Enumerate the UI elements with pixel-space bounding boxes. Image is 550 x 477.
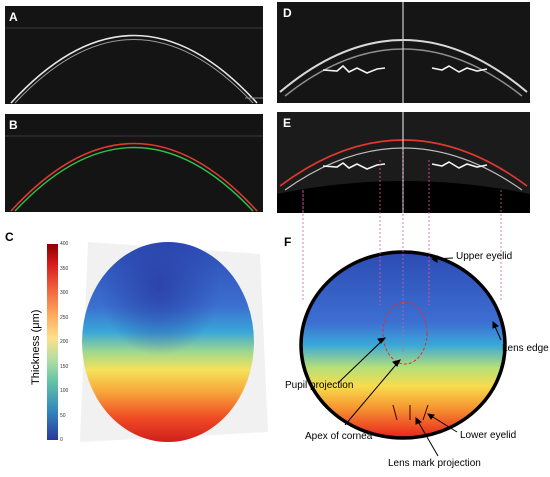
annotation-lens-mark-projection: Lens mark projection (388, 458, 481, 469)
thickness-map-c (80, 242, 268, 442)
oct-panel-e: E (277, 112, 530, 213)
oct-scan-e (277, 112, 530, 213)
oct-panel-d: D (277, 2, 530, 103)
oct-scan-b (5, 114, 263, 212)
colorbar (47, 244, 58, 440)
colorbar-tick: 50 (60, 412, 66, 419)
oct-scan-d (277, 2, 530, 103)
panel-label-a: A (9, 10, 18, 24)
colorbar-tick: 250 (60, 314, 69, 321)
colorbar-tick: 300 (60, 290, 69, 296)
oct-panel-a: A (5, 6, 263, 104)
annotation-upper-eyelid: Upper eyelid (456, 251, 513, 262)
panel-label-d: D (283, 6, 292, 20)
annotation-lower-eyelid: Lower eyelid (460, 430, 517, 441)
panel-label-e: E (283, 116, 292, 130)
annotation-pupil-projection: Pupil projection (285, 380, 354, 391)
colorbar-tick: 100 (60, 388, 69, 394)
colorbar-tick: 350 (60, 265, 69, 272)
panel-label-b: B (9, 118, 18, 132)
oct-panel-b: B (5, 114, 263, 212)
colorbar-tick: 400 (60, 241, 69, 247)
colorbar-tick: 200 (60, 339, 69, 345)
panel-label-c: C (5, 230, 14, 244)
annotation-apex-of-cornea: Apex of cornea (305, 431, 373, 442)
panel-label-f: F (284, 235, 292, 249)
annotation-lens-edge: Lens edge (502, 343, 549, 354)
colorbar-tick: 150 (60, 363, 69, 370)
colorbar-tick: 0 (60, 437, 63, 443)
oct-scan-a (5, 6, 263, 104)
